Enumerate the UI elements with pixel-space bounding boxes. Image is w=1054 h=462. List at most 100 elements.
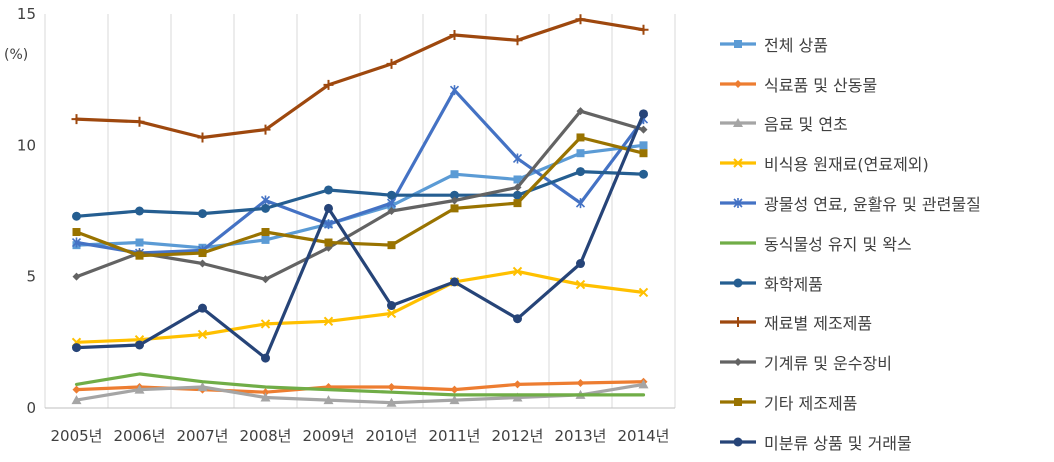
legend-swatch xyxy=(720,158,756,168)
data-point xyxy=(513,199,522,208)
data-point xyxy=(260,124,271,135)
data-point xyxy=(261,228,270,237)
data-point xyxy=(450,277,459,287)
x-tick-label: 2008년 xyxy=(240,427,292,445)
legend-swatch xyxy=(720,398,756,407)
legend-swatch xyxy=(720,79,756,88)
series-line xyxy=(74,112,646,360)
data-point xyxy=(197,381,208,391)
data-point xyxy=(72,343,81,353)
data-point xyxy=(323,316,334,327)
data-point xyxy=(575,14,586,25)
data-point xyxy=(639,149,648,158)
data-point xyxy=(386,58,397,69)
data-point xyxy=(323,79,334,90)
data-point xyxy=(513,183,522,192)
legend-swatch xyxy=(720,241,756,245)
data-point xyxy=(198,209,207,219)
legend-swatch xyxy=(720,437,756,447)
legend-label: 비식용 원재료(연료제외) xyxy=(764,155,929,175)
y-tick-label: 15 xyxy=(17,5,36,23)
series-7 xyxy=(72,167,648,221)
legend-label: 음료 및 연초 xyxy=(764,115,848,135)
legend-swatch xyxy=(720,358,756,367)
data-point xyxy=(450,170,459,179)
data-point xyxy=(261,275,270,284)
legend-item: 음료 및 연초 xyxy=(718,104,981,144)
data-point xyxy=(323,395,334,405)
data-point xyxy=(575,279,586,290)
legend-item: 미분류 상품 및 거래물 xyxy=(718,422,981,462)
series-line xyxy=(74,88,646,255)
legend-label: 재료별 제조제품 xyxy=(764,314,873,334)
data-point xyxy=(512,266,523,277)
series-line xyxy=(74,17,646,140)
data-point xyxy=(198,303,207,313)
data-point xyxy=(576,379,585,388)
x-tick-label: 2012년 xyxy=(492,427,544,445)
legend-item: 기계류 및 운수장비 xyxy=(718,342,981,382)
data-point xyxy=(513,190,522,200)
data-point xyxy=(260,319,271,329)
data-point xyxy=(387,190,396,200)
series-line xyxy=(74,135,646,258)
series-line xyxy=(74,170,646,218)
series-11 xyxy=(72,109,648,363)
data-point xyxy=(512,392,523,402)
legend-label: 기타 제조제품 xyxy=(764,394,858,414)
data-point xyxy=(734,398,742,407)
data-point xyxy=(72,228,81,237)
data-point xyxy=(733,437,743,447)
data-point xyxy=(387,241,396,250)
series-6 xyxy=(74,372,646,397)
data-point xyxy=(639,109,648,119)
series-line xyxy=(74,109,646,281)
x-tick-label: 2007년 xyxy=(177,427,229,445)
y-tick-label: 0 xyxy=(26,399,36,417)
data-point xyxy=(324,185,333,195)
data-point xyxy=(734,39,742,48)
data-point xyxy=(449,30,460,41)
y-axis-unit: (%) xyxy=(4,47,28,63)
legend-label: 전체 상품 xyxy=(764,35,828,55)
legend-swatch xyxy=(720,118,756,128)
data-point xyxy=(450,190,459,200)
data-point xyxy=(72,272,81,281)
x-tick-label: 2011년 xyxy=(429,427,481,445)
x-tick-label: 2006년 xyxy=(114,427,166,445)
data-point xyxy=(576,107,585,116)
data-point xyxy=(198,249,207,258)
x-tick-label: 2010년 xyxy=(366,427,418,445)
data-point xyxy=(386,308,397,319)
data-point xyxy=(734,358,742,367)
x-tick-label: 2013년 xyxy=(555,427,607,445)
legend-item: 재료별 제조제품 xyxy=(718,303,981,343)
data-point xyxy=(261,203,270,213)
data-point xyxy=(324,203,333,213)
x-tick-label: 2005년 xyxy=(51,427,103,445)
data-point xyxy=(576,133,585,142)
data-point xyxy=(449,85,460,96)
data-point xyxy=(387,301,396,311)
data-point xyxy=(513,314,522,324)
data-point xyxy=(576,149,585,158)
line-chart: 0 5 10 15 2005년 2006년 2007년 2008년 2009년 2010년 2011… xyxy=(4,5,676,445)
series-line xyxy=(74,372,646,397)
data-point xyxy=(260,195,271,206)
legend-item: 식료품 및 산동물 xyxy=(718,64,981,104)
data-point xyxy=(135,238,144,247)
series-line xyxy=(74,269,646,344)
data-point xyxy=(387,207,396,215)
data-point xyxy=(733,317,743,328)
legend-swatch xyxy=(720,278,756,288)
x-tick-label: 2014년 xyxy=(618,427,670,445)
data-point xyxy=(72,211,81,221)
legend-item: 비식용 원재료(연료제외) xyxy=(718,143,981,183)
legend-label: 기계류 및 운수장비 xyxy=(764,354,892,374)
data-point xyxy=(198,259,207,268)
chart-legend: 전체 상품 식료품 및 산동물 음료 및 연초 비식용 원재료(연료제외) 광물성 연료… xyxy=(718,24,981,462)
legend-swatch xyxy=(720,198,756,209)
series-10 xyxy=(72,133,648,260)
y-tick-label: 10 xyxy=(17,136,36,154)
data-point xyxy=(638,287,649,298)
